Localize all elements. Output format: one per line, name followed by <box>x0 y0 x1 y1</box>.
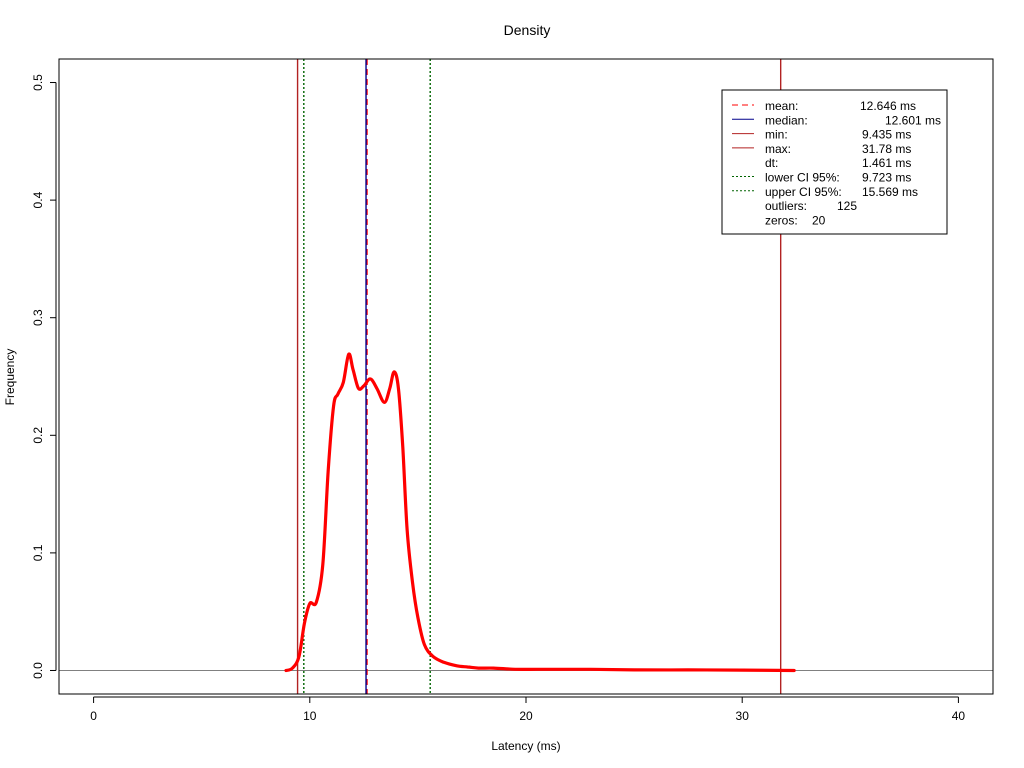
x-tick-label: 30 <box>736 709 750 723</box>
legend-label: min: <box>765 128 788 142</box>
x-tick-label: 10 <box>303 709 317 723</box>
plot-area <box>59 59 993 694</box>
legend-value: 12.601 ms <box>885 113 941 127</box>
legend-value: 125 <box>837 199 857 213</box>
density-curve-0 <box>284 352 796 673</box>
legend-value: 9.435 ms <box>862 128 911 142</box>
x-tick-label: 40 <box>952 709 966 723</box>
legend-label: mean: <box>765 99 798 113</box>
legend-label: outliers: <box>765 199 807 213</box>
y-axis-label: Frequency <box>3 349 17 406</box>
y-tick-label: 0.1 <box>31 544 45 561</box>
legend-value: 1.461 ms <box>862 156 911 170</box>
y-tick-label: 0.3 <box>31 309 45 326</box>
x-axis-label: Latency (ms) <box>491 739 560 753</box>
legend-label: max: <box>765 142 791 156</box>
y-tick-label: 0.5 <box>31 74 45 91</box>
legend-label: zeros: <box>765 213 798 227</box>
y-tick-label: 0.0 <box>31 662 45 679</box>
legend-value: 15.569 ms <box>862 185 918 199</box>
legend: mean: 12.646 ms median: 12.601 ms min: 9.435 … <box>721 89 948 235</box>
x-tick-label: 20 <box>519 709 533 723</box>
x-tick-label: 0 <box>90 709 97 723</box>
legend-value: 12.646 ms <box>860 99 916 113</box>
legend-label: upper CI 95%: <box>765 185 842 199</box>
y-tick-label: 0.2 <box>31 427 45 444</box>
plot-frame <box>58 58 994 695</box>
legend-label: dt: <box>765 156 778 170</box>
legend-value: 31.78 ms <box>862 142 911 156</box>
legend-value: 9.723 ms <box>862 171 911 185</box>
legend-label: lower CI 95%: <box>765 171 840 185</box>
legend-value: 20 <box>812 213 826 227</box>
axes: 0 10 20 30 40 0.0 0.1 0.2 0.3 0.4 0.5 <box>31 74 965 723</box>
legend-box <box>721 89 948 235</box>
y-tick-label: 0.4 <box>31 191 45 208</box>
chart-title: Density <box>504 22 551 38</box>
legend-label: median: <box>765 113 808 127</box>
